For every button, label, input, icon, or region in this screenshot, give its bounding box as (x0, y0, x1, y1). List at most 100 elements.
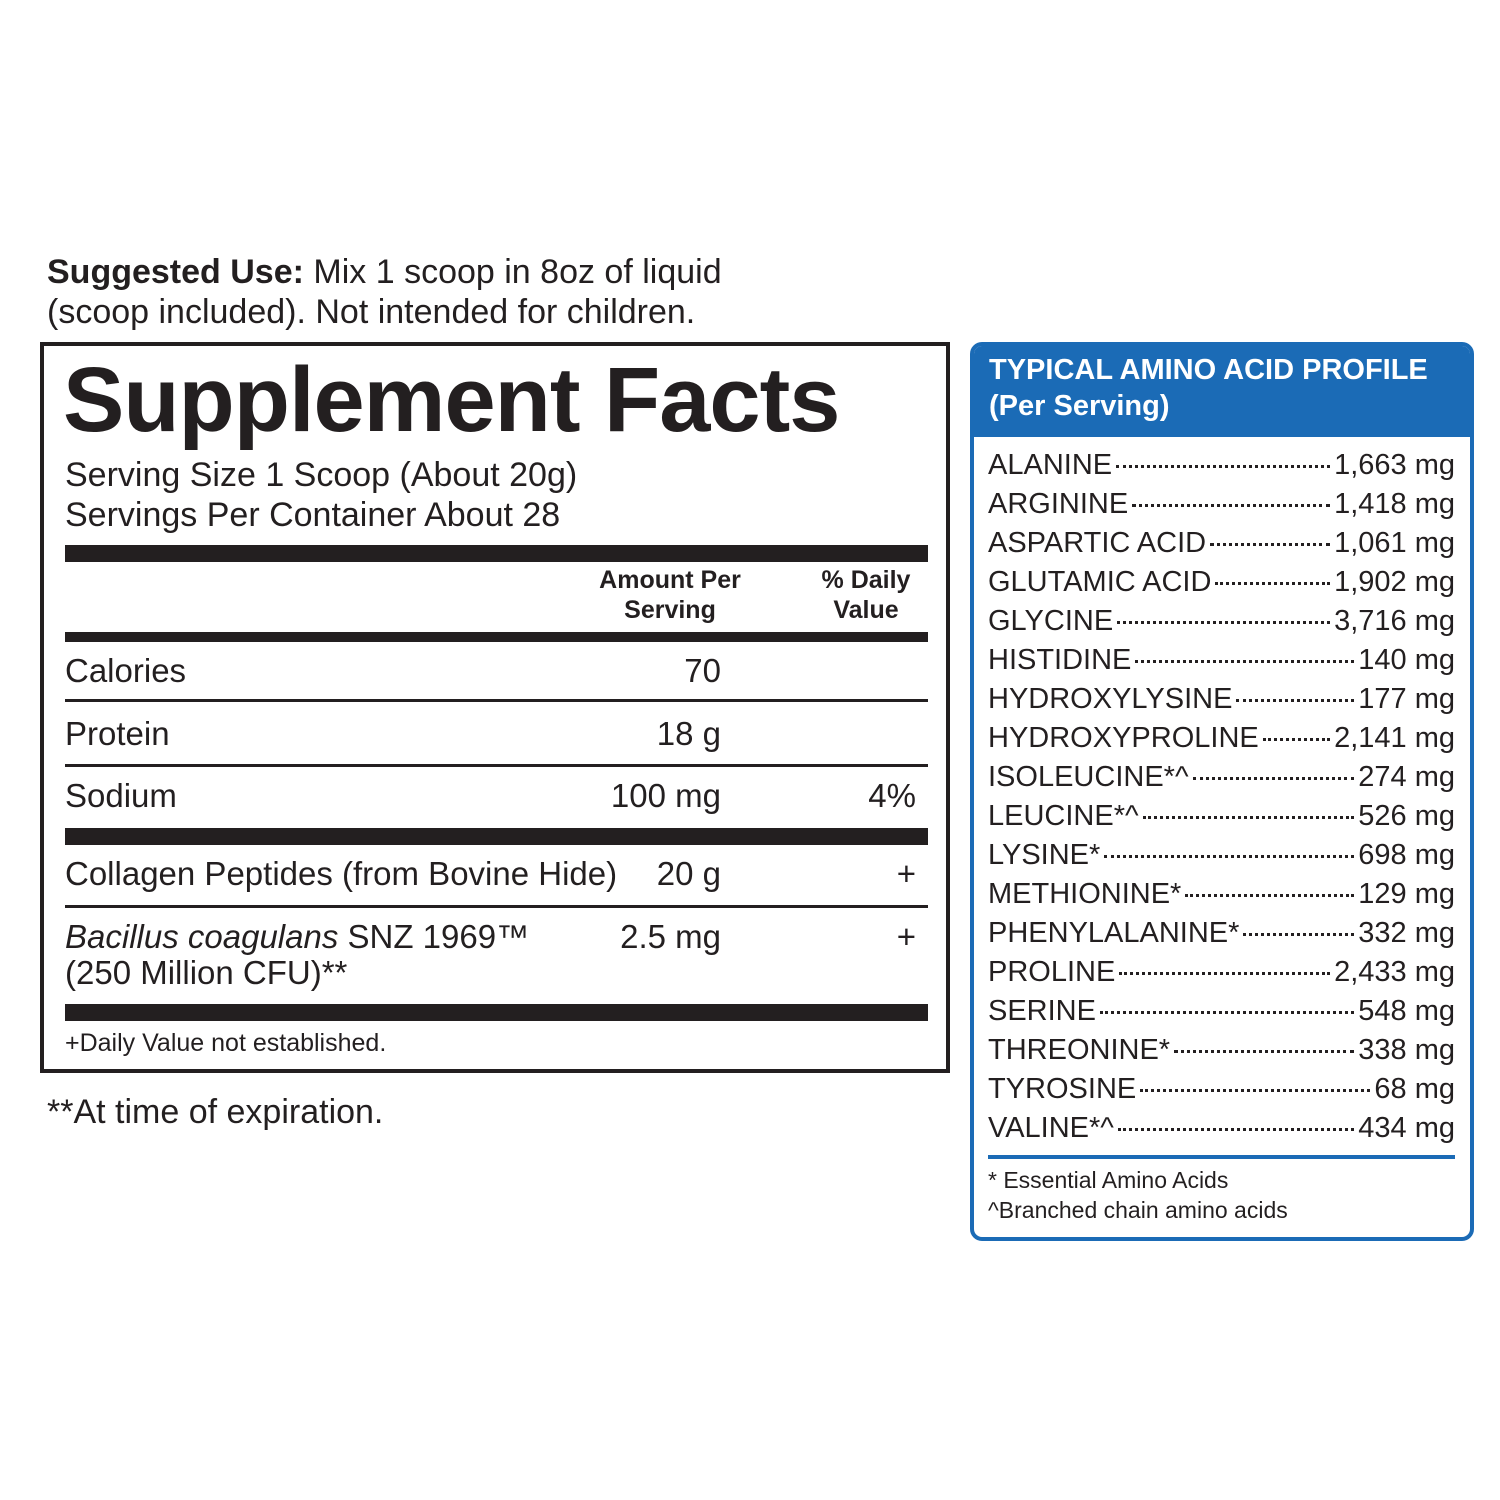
nutrient-name-italic: Bacillus coagulans (65, 918, 339, 955)
suggested-use: Suggested Use: Mix 1 scoop in 8oz of liq… (47, 252, 722, 292)
suggested-use-text: Mix 1 scoop in 8oz of liquid (313, 253, 722, 291)
leader-dots (1142, 816, 1355, 819)
amino-amount: 338 mg (1358, 1034, 1455, 1066)
nutrient-name: Sodium (65, 777, 177, 814)
amino-amount: 526 mg (1358, 800, 1455, 832)
amino-amount: 548 mg (1358, 995, 1455, 1027)
amino-row: TYROSINE 68 mg (988, 1070, 1455, 1108)
amino-amount: 434 mg (1358, 1112, 1455, 1144)
nutrient-name: Bacillus coagulans SNZ 1969™ (65, 917, 529, 957)
nutrient-amount: 2.5 mg (620, 918, 721, 955)
amino-rule (988, 1155, 1455, 1159)
leader-dots (1185, 894, 1355, 897)
amino-row: PROLINE 2,433 mg (988, 953, 1455, 991)
amino-amount: 3,716 mg (1334, 605, 1455, 637)
amino-name: GLUTAMIC ACID (988, 566, 1212, 598)
amino-row: ALANINE 1,663 mg (988, 446, 1455, 484)
thick-rule (65, 1004, 928, 1021)
amino-name: PHENYLALANINE* (988, 917, 1240, 949)
amino-name: HYDROXYPROLINE (988, 722, 1259, 754)
amino-name: HYDROXYLYSINE (988, 683, 1233, 715)
amino-amount: 1,902 mg (1334, 566, 1455, 598)
amino-amount: 1,061 mg (1334, 527, 1455, 559)
amino-amount: 1,418 mg (1334, 488, 1455, 520)
leader-dots (1192, 777, 1355, 780)
leader-dots (1132, 504, 1331, 507)
amino-row: PHENYLALANINE* 332 mg (988, 914, 1455, 952)
amino-amount: 129 mg (1358, 878, 1455, 910)
amino-name: THREONINE* (988, 1034, 1171, 1066)
amino-name: ALANINE (988, 449, 1113, 481)
daily-value-header: % Daily Value (821, 566, 911, 624)
amino-row: METHIONINE* 129 mg (988, 875, 1455, 913)
thick-rule (65, 545, 928, 562)
amino-name: TYROSINE (988, 1073, 1137, 1105)
amount-header: Amount Per Serving (599, 566, 741, 624)
amino-name: ARGININE (988, 488, 1129, 520)
amino-name: SERINE (988, 995, 1096, 1027)
amino-row: HISTIDINE 140 mg (988, 641, 1455, 679)
daily-value: + (896, 855, 916, 892)
amino-row: THREONINE* 338 mg (988, 1031, 1455, 1069)
daily-value: + (896, 918, 916, 955)
amino-name: PROLINE (988, 956, 1116, 988)
amino-footnote: ^Branched chain amino acids (988, 1197, 1288, 1223)
serving-size: Serving Size 1 Scoop (About 20g) (65, 456, 578, 494)
amino-row: ARGININE 1,418 mg (988, 485, 1455, 523)
amino-title: TYPICAL AMINO ACID PROFILE (989, 354, 1428, 386)
amino-row: ASPARTIC ACID 1,061 mg (988, 524, 1455, 562)
amino-name: ASPARTIC ACID (988, 527, 1207, 559)
amino-header (974, 346, 1470, 437)
nutrient-name-rest: SNZ 1969™ (347, 918, 530, 955)
nutrient-name: Calories (65, 652, 187, 689)
amino-name: HISTIDINE (988, 644, 1132, 676)
leader-dots (1243, 933, 1355, 936)
amino-amount: 274 mg (1358, 761, 1455, 793)
amino-amount: 140 mg (1358, 644, 1455, 676)
daily-value: 4% (868, 777, 916, 814)
amino-name: VALINE*^ (988, 1112, 1114, 1144)
leader-dots (1262, 738, 1331, 741)
leader-dots (1117, 1128, 1355, 1131)
leader-dots (1119, 972, 1331, 975)
facts-title: Supplement Facts (63, 349, 840, 451)
amino-amount: 1,663 mg (1334, 449, 1455, 481)
leader-dots (1210, 543, 1331, 546)
amino-name: METHIONINE* (988, 878, 1182, 910)
rule (65, 632, 928, 642)
thick-rule (65, 828, 928, 845)
leader-dots (1174, 1050, 1355, 1053)
leader-dots (1215, 582, 1331, 585)
amino-row: HYDROXYLYSINE 177 mg (988, 680, 1455, 718)
amino-row: ISOLEUCINE*^ 274 mg (988, 758, 1455, 796)
suggested-use-label: Suggested Use: (47, 253, 304, 291)
thin-rule (65, 699, 928, 702)
amino-row: HYDROXYPROLINE 2,141 mg (988, 719, 1455, 757)
servings-per-container: Servings Per Container About 28 (65, 496, 561, 534)
amino-name: GLYCINE (988, 605, 1114, 637)
amino-name: ISOLEUCINE*^ (988, 761, 1189, 793)
amino-name: LEUCINE*^ (988, 800, 1139, 832)
leader-dots (1236, 699, 1355, 702)
nutrient-amount: 100 mg (610, 777, 721, 814)
nutrient-name: Protein (65, 715, 170, 752)
amino-name: LYSINE* (988, 839, 1101, 871)
amino-row: LEUCINE*^ 526 mg (988, 797, 1455, 835)
leader-dots (1099, 1011, 1355, 1014)
amino-amount: 2,433 mg (1334, 956, 1455, 988)
amino-row: GLUTAMIC ACID 1,902 mg (988, 563, 1455, 601)
suggested-use-text: (scoop included). Not intended for child… (47, 293, 696, 331)
amino-footnote: * Essential Amino Acids (988, 1167, 1229, 1193)
amino-amount: 68 mg (1374, 1073, 1455, 1105)
leader-dots (1104, 855, 1355, 858)
expiration-note: **At time of expiration. (47, 1093, 384, 1131)
nutrient-amount: 70 (684, 652, 721, 689)
amino-row: SERINE 548 mg (988, 992, 1455, 1030)
nutrient-name-line2: (250 Million CFU)** (65, 954, 348, 991)
thin-rule (65, 764, 928, 767)
amino-box (970, 342, 1474, 1241)
facts-box (40, 342, 950, 1073)
amino-amount: 177 mg (1358, 683, 1455, 715)
facts-footnote: +Daily Value not established. (65, 1029, 387, 1057)
